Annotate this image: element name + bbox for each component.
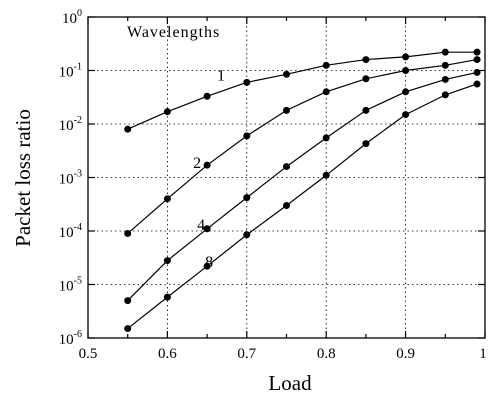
y-tick-label: 10-3 [59, 169, 82, 188]
x-axis-title: Load [268, 371, 312, 395]
data-point [473, 48, 481, 56]
x-tick-label: 0.6 [158, 346, 177, 362]
y-tick-label: 10-2 [59, 115, 82, 134]
data-point [402, 88, 410, 96]
series-label-4: 4 [197, 217, 205, 234]
data-point [203, 262, 211, 270]
data-point [163, 108, 171, 116]
series-line-2 [127, 58, 478, 234]
data-point [441, 75, 449, 83]
series-4: 4 [124, 68, 481, 305]
series-line-1 [127, 51, 478, 130]
data-point [402, 67, 410, 74]
data-point [163, 195, 171, 203]
data-point [243, 78, 251, 86]
data-point [283, 163, 290, 171]
series-1: 1 [124, 48, 481, 133]
data-point [283, 106, 290, 114]
data-point [203, 92, 211, 100]
series-layer: 1 2 4 8 [124, 48, 481, 333]
series-label-1: 1 [217, 68, 225, 85]
data-point [243, 194, 251, 202]
data-point [441, 91, 449, 99]
data-point [441, 48, 449, 56]
data-point [124, 297, 132, 305]
y-tick-label: 100 [62, 8, 82, 27]
series-line-8 [127, 83, 478, 330]
series-8: 8 [124, 80, 481, 333]
data-point [473, 80, 481, 88]
data-point [124, 229, 132, 237]
data-point [322, 61, 330, 69]
wavelengths-annotation: Wavelengths [127, 24, 220, 41]
series-line-4 [127, 71, 478, 302]
data-point [163, 257, 171, 265]
data-point [362, 106, 370, 114]
x-tick-labels: 0.5 0.6 0.7 0.8 0.9 1 [79, 346, 487, 362]
data-point [402, 111, 410, 119]
series-2: 2 [124, 56, 481, 237]
data-point [283, 70, 290, 78]
y-axis-title: Packet loss ratio [11, 109, 35, 247]
x-tick-label: 0.9 [396, 346, 415, 362]
data-point [124, 325, 132, 333]
x-tick-label: 1 [479, 346, 487, 362]
y-tick-label: 10-1 [59, 62, 82, 81]
x-tick-label: 0.5 [79, 346, 98, 362]
y-tick-label: 10-5 [59, 276, 82, 295]
data-point [362, 75, 370, 83]
series-label-8: 8 [205, 254, 213, 271]
data-point [362, 56, 370, 64]
data-point [322, 171, 330, 179]
data-point [124, 125, 132, 133]
data-point [283, 201, 290, 209]
data-point [473, 56, 481, 64]
data-point [441, 61, 449, 69]
data-point [473, 68, 481, 76]
y-tick-labels: 100 10-1 10-2 10-3 10-4 10-5 10-6 [59, 8, 82, 348]
data-point [163, 293, 171, 301]
data-point [402, 53, 410, 61]
data-point [203, 161, 211, 169]
data-point [243, 132, 251, 140]
series-label-2: 2 [193, 155, 201, 172]
data-point [203, 225, 211, 233]
y-tick-label: 10-4 [59, 222, 82, 241]
data-point [243, 231, 251, 239]
data-point [322, 88, 330, 96]
x-tick-label: 0.7 [237, 346, 256, 362]
grid-lines [88, 17, 485, 338]
data-point [322, 134, 330, 142]
x-tick-label: 0.8 [317, 346, 336, 362]
data-point [362, 140, 370, 148]
y-tick-label: 10-6 [59, 329, 82, 348]
